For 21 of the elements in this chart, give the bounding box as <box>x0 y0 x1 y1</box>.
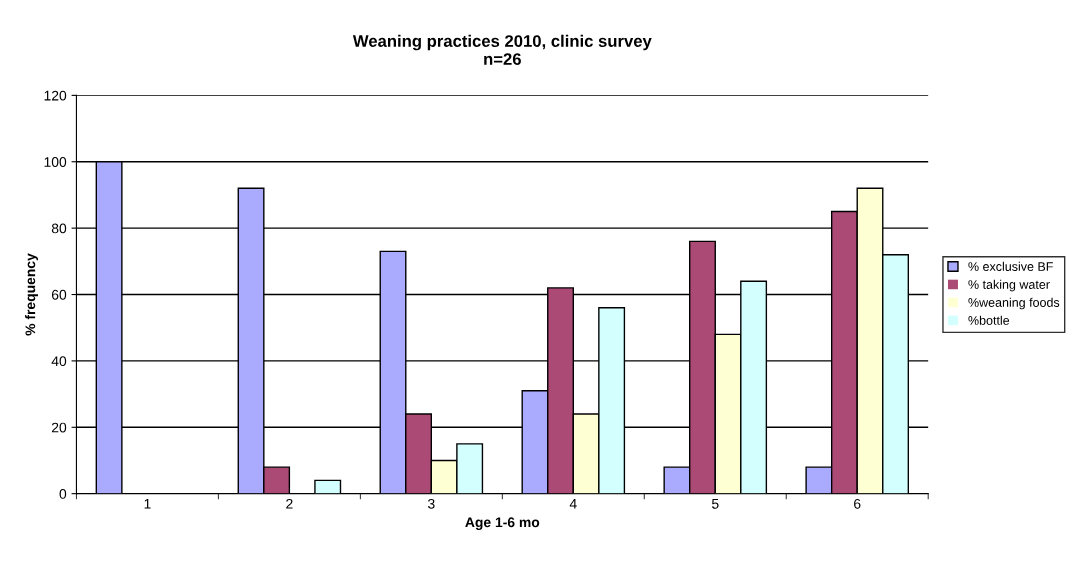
x-tick-label: 3 <box>428 498 435 509</box>
x-tick-label: 5 <box>711 499 719 509</box>
legend-label: % exclusive BF <box>968 261 1053 271</box>
y-tick-label: 0 <box>59 489 67 499</box>
y-tick-label: 60 <box>51 289 67 300</box>
x-tick-label: 2 <box>286 498 293 509</box>
legend-label: %weaning foods <box>968 297 1060 310</box>
y-tick-label: 20 <box>51 422 67 433</box>
bar <box>314 479 342 494</box>
y-axis-title: % frequency <box>25 253 38 336</box>
chart-title: Weaning practices 2010, clinic survey n=26 <box>352 34 652 65</box>
x-axis-title: Age 1-6 mo <box>465 517 540 530</box>
x-tick-label: 6 <box>854 498 861 509</box>
x-tick-label: 1 <box>144 499 151 509</box>
y-tick-label: 40 <box>51 356 67 367</box>
y-tick-label: 100 <box>44 157 67 167</box>
legend-label: %bottle <box>968 315 1010 325</box>
x-tick-label: 4 <box>569 499 577 509</box>
y-tick-label: 80 <box>51 223 67 234</box>
y-tick-label: 120 <box>44 90 67 101</box>
legend-label: % taking water <box>968 279 1050 292</box>
